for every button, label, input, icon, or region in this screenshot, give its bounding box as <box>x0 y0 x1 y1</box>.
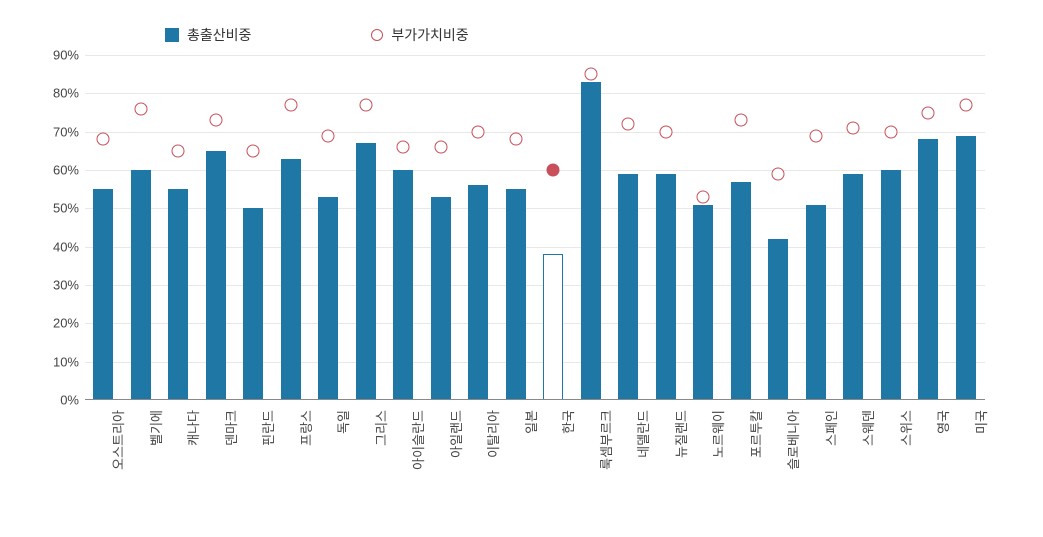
y-tick-label: 20% <box>53 316 79 331</box>
scatter-point <box>284 98 297 111</box>
bar <box>581 82 601 400</box>
x-tick-label: 캐나다 <box>183 410 202 446</box>
x-tick-label: 룩셈부르크 <box>596 410 615 470</box>
x-tick-label: 미국 <box>971 410 990 434</box>
legend-circle-label: 부가가치비중 <box>391 25 468 45</box>
y-tick-label: 30% <box>53 278 79 293</box>
x-tick-label: 네델란드 <box>633 410 652 458</box>
scatter-point <box>172 144 185 157</box>
x-axis-line <box>85 399 985 400</box>
scatter-point <box>584 68 597 81</box>
bar <box>693 205 713 401</box>
bar <box>468 185 488 400</box>
legend-item-circle: 부가가치비중 <box>371 25 468 45</box>
bar <box>843 174 863 400</box>
scatter-point <box>884 125 897 138</box>
bar <box>806 205 826 401</box>
scatter-point <box>809 129 822 142</box>
bar <box>543 254 563 400</box>
scatter-point <box>359 98 372 111</box>
y-tick-label: 10% <box>53 354 79 369</box>
bar <box>131 170 151 400</box>
x-tick-label: 일본 <box>521 410 540 434</box>
legend-circle-icon <box>371 29 383 41</box>
x-tick-label: 스웨덴 <box>858 410 877 446</box>
scatter-point <box>134 102 147 115</box>
scatter-point <box>659 125 672 138</box>
x-tick-label: 독일 <box>333 410 352 434</box>
x-tick-label: 아일랜드 <box>446 410 465 458</box>
x-tick-label: 슬로베니아 <box>783 410 802 470</box>
bar <box>318 197 338 400</box>
bar <box>618 174 638 400</box>
legend-bar-icon <box>165 28 179 42</box>
scatter-point <box>209 114 222 127</box>
y-tick-label: 90% <box>53 48 79 63</box>
scatter-point <box>772 167 785 180</box>
x-tick-label: 프랑스 <box>296 410 315 446</box>
x-tick-label: 아이슬란드 <box>408 410 427 470</box>
x-tick-label: 오스트리아 <box>108 410 127 470</box>
y-tick-label: 50% <box>53 201 79 216</box>
scatter-point <box>322 129 335 142</box>
x-tick-label: 덴마크 <box>221 410 240 446</box>
bar <box>393 170 413 400</box>
x-tick-label: 이탈리아 <box>483 410 502 458</box>
scatter-point <box>922 106 935 119</box>
y-tick-label: 40% <box>53 239 79 254</box>
x-tick-label: 핀란드 <box>258 410 277 446</box>
gridline <box>85 55 985 56</box>
scatter-point <box>97 133 110 146</box>
x-tick-label: 그리스 <box>371 410 390 446</box>
scatter-point <box>509 133 522 146</box>
bar <box>243 208 263 400</box>
x-tick-label: 스페인 <box>821 410 840 446</box>
bar <box>506 189 526 400</box>
scatter-point <box>734 114 747 127</box>
scatter-point <box>397 141 410 154</box>
bar <box>93 189 113 400</box>
gridline <box>85 93 985 94</box>
bar <box>881 170 901 400</box>
scatter-point <box>434 141 447 154</box>
bar <box>168 189 188 400</box>
y-tick-label: 0% <box>60 393 79 408</box>
bar <box>918 139 938 400</box>
bar <box>956 136 976 401</box>
x-tick-label: 한국 <box>558 410 577 434</box>
legend-item-bar: 총출산비중 <box>165 25 251 45</box>
y-tick-label: 80% <box>53 86 79 101</box>
scatter-point <box>697 190 710 203</box>
bar <box>356 143 376 400</box>
y-tick-label: 60% <box>53 163 79 178</box>
scatter-point <box>247 144 260 157</box>
x-tick-label: 포르투칼 <box>746 410 765 458</box>
x-tick-label: 뉴질랜드 <box>671 410 690 458</box>
x-tick-label: 스위스 <box>896 410 915 446</box>
scatter-point <box>547 164 560 177</box>
bar <box>768 239 788 400</box>
bar <box>206 151 226 400</box>
bar <box>731 182 751 401</box>
plot-area: 0%10%20%30%40%50%60%70%80%90% <box>85 55 985 400</box>
x-tick-label: 영국 <box>933 410 952 434</box>
x-tick-label: 노르웨이 <box>708 410 727 458</box>
x-tick-label: 벨기에 <box>146 410 165 446</box>
bar <box>656 174 676 400</box>
bar <box>431 197 451 400</box>
scatter-point <box>622 118 635 131</box>
chart-container: 총출산비중 부가가치비중 0%10%20%30%40%50%60%70%80%9… <box>45 15 1015 515</box>
legend-bar-label: 총출산비중 <box>187 25 251 45</box>
legend: 총출산비중 부가가치비중 <box>165 25 469 45</box>
scatter-point <box>959 98 972 111</box>
scatter-point <box>847 121 860 134</box>
bar <box>281 159 301 401</box>
scatter-point <box>472 125 485 138</box>
y-tick-label: 70% <box>53 124 79 139</box>
